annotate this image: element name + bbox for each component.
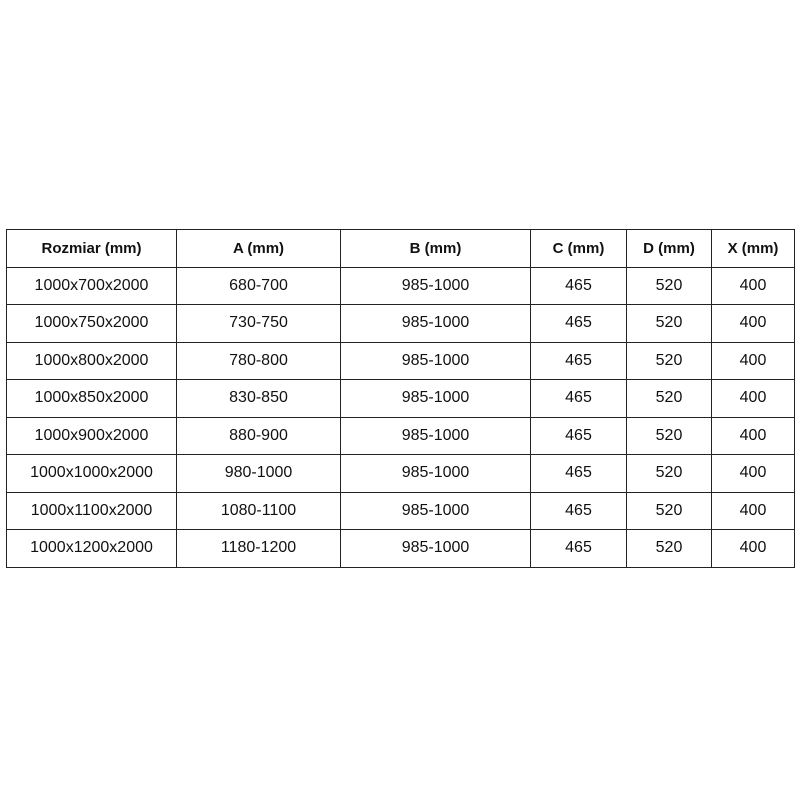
- header-row: Rozmiar (mm) A (mm) B (mm) C (mm) D (mm) X (m…: [6, 229, 795, 268]
- table-cell: 400: [711, 304, 795, 343]
- table-row: 1000x900x2000 880-900 985-1000 465 520 400: [6, 416, 795, 455]
- table-cell: 1000x900x2000: [6, 416, 177, 455]
- table-cell: 880-900: [176, 416, 341, 455]
- column-header: X (mm): [711, 229, 795, 268]
- table-cell: 400: [711, 529, 795, 568]
- table-cell: 520: [626, 454, 712, 493]
- table-cell: 680-700: [176, 266, 341, 305]
- table-cell: 985-1000: [340, 529, 531, 568]
- column-header: B (mm): [340, 229, 531, 268]
- table-cell: 465: [530, 266, 627, 305]
- table-cell: 1180-1200: [176, 529, 341, 568]
- column-header: D (mm): [626, 229, 712, 268]
- table-cell: 400: [711, 454, 795, 493]
- table-cell: 465: [530, 416, 627, 455]
- table-row: 1000x1100x2000 1080-1100 985-1000 465 520 400: [6, 491, 795, 530]
- table-cell: 520: [626, 529, 712, 568]
- table-cell: 520: [626, 341, 712, 380]
- table-cell: 980-1000: [176, 454, 341, 493]
- table-cell: 465: [530, 491, 627, 530]
- table-cell: 400: [711, 266, 795, 305]
- table-cell: 1000x1200x2000: [6, 529, 177, 568]
- table-cell: 985-1000: [340, 304, 531, 343]
- table-cell: 400: [711, 341, 795, 380]
- column-header: C (mm): [530, 229, 627, 268]
- table-cell: 985-1000: [340, 491, 531, 530]
- table-cell: 830-850: [176, 379, 341, 418]
- table-cell: 400: [711, 416, 795, 455]
- table-cell: 1000x700x2000: [6, 266, 177, 305]
- table-cell: 730-750: [176, 304, 341, 343]
- table-row: 1000x1200x2000 1180-1200 985-1000 465 520 400: [6, 529, 795, 568]
- table-row: 1000x750x2000 730-750 985-1000 465 520 400: [6, 304, 795, 343]
- column-header: A (mm): [176, 229, 341, 268]
- table-cell: 1000x750x2000: [6, 304, 177, 343]
- table-cell: 1080-1100: [176, 491, 341, 530]
- table-cell: 465: [530, 529, 627, 568]
- table-cell: 1000x800x2000: [6, 341, 177, 380]
- dimensions-table: Rozmiar (mm) A (mm) B (mm) C (mm) D (mm) X (m…: [6, 229, 795, 568]
- table-row: 1000x1000x2000 980-1000 985-1000 465 520 400: [6, 454, 795, 493]
- table-cell: 985-1000: [340, 266, 531, 305]
- table-cell: 985-1000: [340, 416, 531, 455]
- table-cell: 400: [711, 379, 795, 418]
- table-cell: 1000x1100x2000: [6, 491, 177, 530]
- table-cell: 520: [626, 416, 712, 455]
- table-cell: 400: [711, 491, 795, 530]
- table-cell: 465: [530, 341, 627, 380]
- table-cell: 465: [530, 379, 627, 418]
- table-cell: 520: [626, 266, 712, 305]
- table-cell: 780-800: [176, 341, 341, 380]
- table-cell: 520: [626, 379, 712, 418]
- table-cell: 1000x850x2000: [6, 379, 177, 418]
- table-cell: 1000x1000x2000: [6, 454, 177, 493]
- table-cell: 465: [530, 454, 627, 493]
- table-cell: 985-1000: [340, 454, 531, 493]
- table-cell: 985-1000: [340, 379, 531, 418]
- table-row: 1000x800x2000 780-800 985-1000 465 520 400: [6, 341, 795, 380]
- table-cell: 520: [626, 491, 712, 530]
- column-header: Rozmiar (mm): [6, 229, 177, 268]
- table-cell: 465: [530, 304, 627, 343]
- table-row: 1000x700x2000 680-700 985-1000 465 520 400: [6, 266, 795, 305]
- table-cell: 985-1000: [340, 341, 531, 380]
- table-row: 1000x850x2000 830-850 985-1000 465 520 400: [6, 379, 795, 418]
- table-cell: 520: [626, 304, 712, 343]
